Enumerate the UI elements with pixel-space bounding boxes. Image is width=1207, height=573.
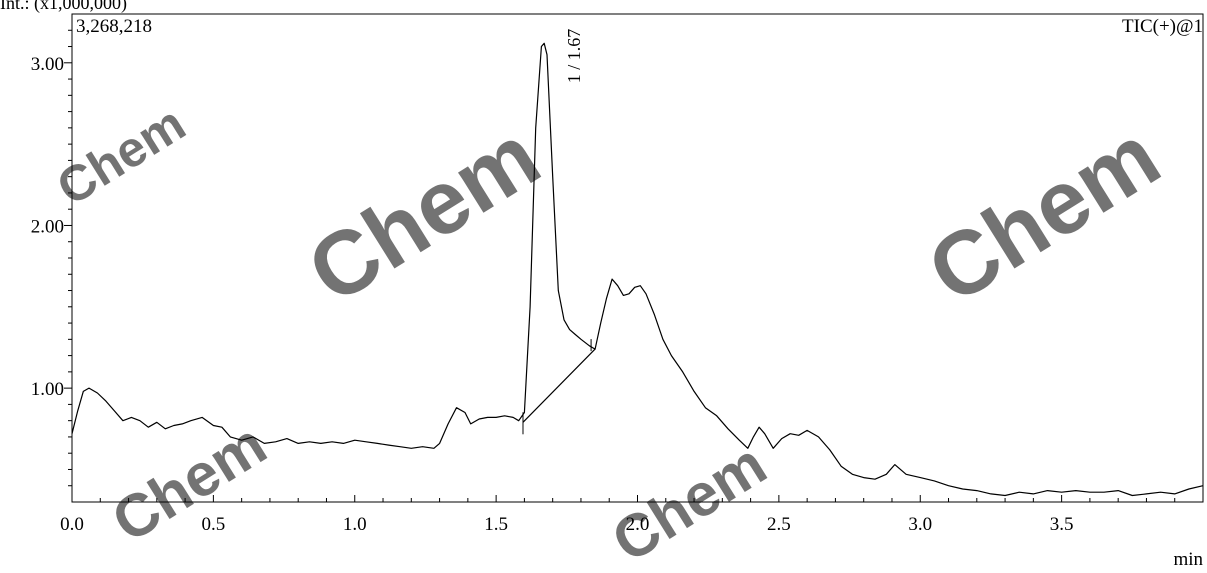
trace-label: TIC(+)@1 <box>1122 16 1203 37</box>
x-tick-label: 3.0 <box>908 514 932 535</box>
x-tick-label: 0.0 <box>60 514 84 535</box>
max-intensity-label: 3,268,218 <box>76 16 152 37</box>
series-layer <box>71 42 1204 497</box>
peak-baseline <box>522 348 596 423</box>
y-tick-label: 1.00 <box>31 379 64 400</box>
y-tick-label: 3.00 <box>31 54 64 75</box>
series-line <box>71 42 1204 497</box>
watermark-text: Chem <box>912 106 1177 323</box>
x-tick-label: 0.5 <box>202 514 226 535</box>
annotation-layer: 1 / 1.67 <box>522 29 596 435</box>
watermark-text: Chem <box>292 106 557 323</box>
x-axis-label: min <box>1173 549 1203 570</box>
x-tick-label: 3.5 <box>1050 514 1074 535</box>
watermark-text: Chem <box>47 95 194 216</box>
x-tick-label: 2.0 <box>626 514 650 535</box>
axes: 0.0 0.5 1.0 1.5 2.0 2.5 3.0 3.5 1.00 2.00 3.00 <box>31 13 1204 535</box>
peak-label: 1 / 1.67 <box>564 29 584 84</box>
y-tick-label: 2.00 <box>31 216 64 237</box>
y-axis-label: Int.: (x1,000,000) <box>0 0 127 14</box>
x-tick-label: 1.5 <box>484 514 508 535</box>
x-tick-label: 2.5 <box>767 514 791 535</box>
x-tick-label: 1.0 <box>343 514 367 535</box>
watermark-text: Chem <box>101 410 278 555</box>
